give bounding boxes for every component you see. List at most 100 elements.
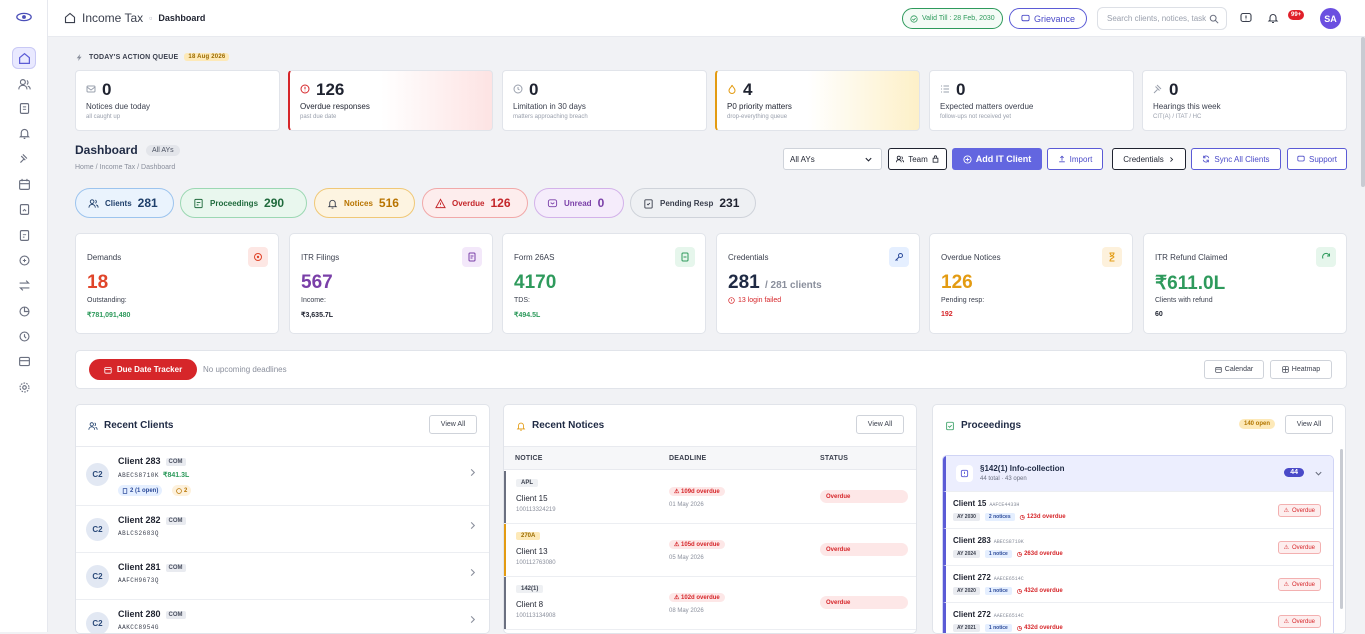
client-pan: AAFCH9673Q — [118, 577, 160, 584]
calendar-icon — [104, 366, 112, 374]
column-header-status[interactable]: STATUS — [820, 455, 849, 462]
proceeding-row[interactable]: Client 283 ABECS8710K AY 2024 1 notice ◷ 26… — [943, 528, 1333, 565]
sidebar-refund-icon[interactable] — [12, 249, 36, 271]
proceeding-tags: AY 2020 1 notice ◷ 432d overdue — [953, 587, 1063, 595]
sidebar-report-icon[interactable] — [12, 198, 36, 220]
kpi-value: 281 / 281 clients — [728, 272, 822, 293]
heatmap-button[interactable]: Heatmap — [1270, 360, 1332, 379]
pill-unread[interactable]: Unread 0 — [534, 188, 624, 218]
search-icon[interactable] — [1209, 14, 1219, 24]
proceedings-title: Proceedings — [961, 420, 1022, 431]
client-row[interactable]: C2 Client 281 COM AAFCH9673Q — [76, 553, 489, 600]
kpi-itr-filings[interactable]: ITR Filings 567 Income: ₹3,635.7L — [289, 233, 493, 334]
sidebar-transfer-icon[interactable] — [12, 274, 36, 296]
sidebar-card-icon[interactable] — [12, 350, 36, 372]
action-card-p0-priority[interactable]: 4 P0 priority matters drop-everything qu… — [715, 70, 920, 131]
proceeding-status-badge: ⚠ Overdue — [1277, 541, 1321, 554]
page-scrollbar[interactable] — [1361, 37, 1365, 187]
app-logo-icon[interactable] — [14, 10, 34, 26]
client-row[interactable]: C2 Client 280 COM AAKCC8954G — [76, 600, 489, 633]
action-card-expected-overdue[interactable]: 0 Expected matters overdue follow-ups no… — [929, 70, 1134, 131]
sidebar-settings-icon[interactable] — [12, 376, 36, 398]
kpi-value: ₹611.0L — [1155, 273, 1226, 294]
user-avatar[interactable]: SA — [1320, 8, 1341, 29]
import-button[interactable]: Import — [1047, 148, 1103, 170]
sidebar-calendar-icon[interactable] — [12, 173, 36, 195]
chat-icon[interactable] — [1240, 12, 1252, 24]
action-card-limitation[interactable]: 0 Limitation in 30 days matters approach… — [502, 70, 707, 131]
kpi-demands[interactable]: Demands 18 Outstanding: ₹781,091,480 — [75, 233, 279, 334]
sidebar-users-icon[interactable] — [12, 73, 36, 95]
search-input[interactable]: Search clients, notices, task — [1097, 7, 1227, 30]
notice-row[interactable]: APL Client 15 100113324219 ⚠ 109d overdu… — [504, 471, 916, 524]
notice-row[interactable]: 142(1) Client 8 100113134908 ⚠ 102d over… — [504, 577, 916, 630]
sidebar-file-icon[interactable] — [12, 224, 36, 246]
kpi-overdue-notices[interactable]: Overdue Notices 126 Pending resp: 192 — [929, 233, 1133, 334]
proceeding-status-badge: ⚠ Overdue — [1277, 615, 1321, 628]
client-notices-chip[interactable]: 2 — [172, 485, 192, 496]
panel-scrollbar[interactable] — [1340, 449, 1343, 609]
client-amount: ₹841.3L — [163, 472, 190, 479]
proceeding-row[interactable]: Client 272 AAECE6514C AY 2020 1 notice ◷ 43… — [943, 565, 1333, 602]
proceeding-pan: AAECE6514C — [993, 613, 1024, 619]
action-card-overdue-responses[interactable]: 126 Overdue responses past due date — [288, 70, 493, 131]
action-card-notices-due[interactable]: 0 Notices due today all caught up — [75, 70, 280, 131]
flame-icon — [728, 84, 736, 94]
kpi-form-26as[interactable]: Form 26AS 4170 TDS: ₹494.5L — [502, 233, 706, 334]
pill-proceedings[interactable]: Proceedings 290 — [180, 188, 307, 218]
sidebar-bell-icon[interactable] — [12, 122, 36, 144]
home-icon[interactable] — [64, 12, 76, 24]
client-row[interactable]: C2 Client 282 COM ABLCS2683Q — [76, 506, 489, 553]
column-header-notice[interactable]: NOTICE — [515, 455, 543, 462]
view-all-proceedings-button[interactable]: View All — [1285, 415, 1333, 434]
view-all-notices-button[interactable]: View All — [856, 415, 904, 434]
proceeding-overdue: ◷ 263d overdue — [1016, 551, 1063, 558]
sync-all-clients-button[interactable]: Sync All Clients — [1191, 148, 1281, 170]
notice-client: Client 13 — [516, 547, 548, 556]
kpi-itr-refund[interactable]: ITR Refund Claimed ₹611.0L Clients with … — [1143, 233, 1347, 334]
kpi-credentials[interactable]: Credentials 281 / 281 clients 13 login f… — [716, 233, 920, 334]
chevron-right-icon[interactable] — [468, 521, 477, 530]
client-row[interactable]: C2 Client 283 COM ABECS8710K ₹841.3L 2 (1 … — [76, 447, 489, 506]
kpi-sub-label: Income: — [301, 297, 326, 304]
recent-clients-title: Recent Clients — [104, 420, 174, 431]
sidebar-chart-icon[interactable] — [12, 300, 36, 322]
team-button[interactable]: Team — [888, 148, 947, 170]
view-all-clients-button[interactable]: View All — [429, 415, 477, 434]
chevron-right-icon[interactable] — [468, 468, 477, 477]
action-card-hearings[interactable]: 0 Hearings this week CIT(A) / ITAT / HC — [1142, 70, 1347, 131]
chevron-down-icon[interactable] — [1314, 469, 1323, 478]
notification-bell-icon[interactable] — [1267, 12, 1279, 24]
notice-row[interactable]: 270A Client 13 100112763080 ⚠ 105d overd… — [504, 524, 916, 577]
client-proceedings-chip[interactable]: 2 (1 open) — [118, 485, 163, 496]
sidebar-home-icon[interactable] — [12, 47, 36, 69]
ay-select[interactable]: All AYs — [783, 148, 882, 170]
proceeding-row[interactable]: Client 15 AAFCE4433H AY 2030 2 notices ◷ 12… — [943, 491, 1333, 528]
sidebar-clock-icon[interactable] — [12, 325, 36, 347]
chevron-down-icon — [865, 157, 872, 162]
pill-clients[interactable]: Clients 281 — [75, 188, 174, 218]
proceeding-notices: 2 notices — [984, 513, 1015, 521]
proceeding-row[interactable]: Client 272 AAECE6514C AY 2021 1 notice ◷ 43… — [943, 602, 1333, 633]
calendar-button[interactable]: Calendar — [1204, 360, 1264, 379]
pill-label: Overdue — [452, 198, 485, 208]
due-date-tracker-button[interactable]: Due Date Tracker — [89, 359, 197, 380]
sidebar-document-icon[interactable] — [12, 97, 36, 119]
pill-overdue[interactable]: Overdue 126 — [422, 188, 528, 218]
add-it-client-button[interactable]: Add IT Client — [952, 148, 1042, 170]
proceeding-ay: AY 2020 — [953, 587, 980, 595]
proceedings-icon — [946, 421, 954, 430]
pill-notices[interactable]: Notices 516 — [314, 188, 415, 218]
pill-pending-resp[interactable]: Pending Resp 231 — [630, 188, 756, 218]
sidebar-gavel-icon[interactable] — [12, 147, 36, 169]
ay-filter-pill[interactable]: All AYs — [146, 145, 180, 156]
kpi-sub-value: ₹494.5L — [514, 312, 541, 319]
proceeding-group-header[interactable]: §142(1) Info-collection 44 total · 43 op… — [943, 456, 1333, 491]
support-button[interactable]: Support — [1287, 148, 1347, 170]
app-title[interactable]: Income Tax — [82, 11, 144, 25]
chevron-right-icon[interactable] — [468, 568, 477, 577]
credentials-button[interactable]: Credentials — [1112, 148, 1186, 170]
chevron-right-icon[interactable] — [468, 615, 477, 624]
grievance-button[interactable]: Grievance — [1009, 8, 1087, 29]
column-header-deadline[interactable]: DEADLINE — [669, 455, 707, 462]
